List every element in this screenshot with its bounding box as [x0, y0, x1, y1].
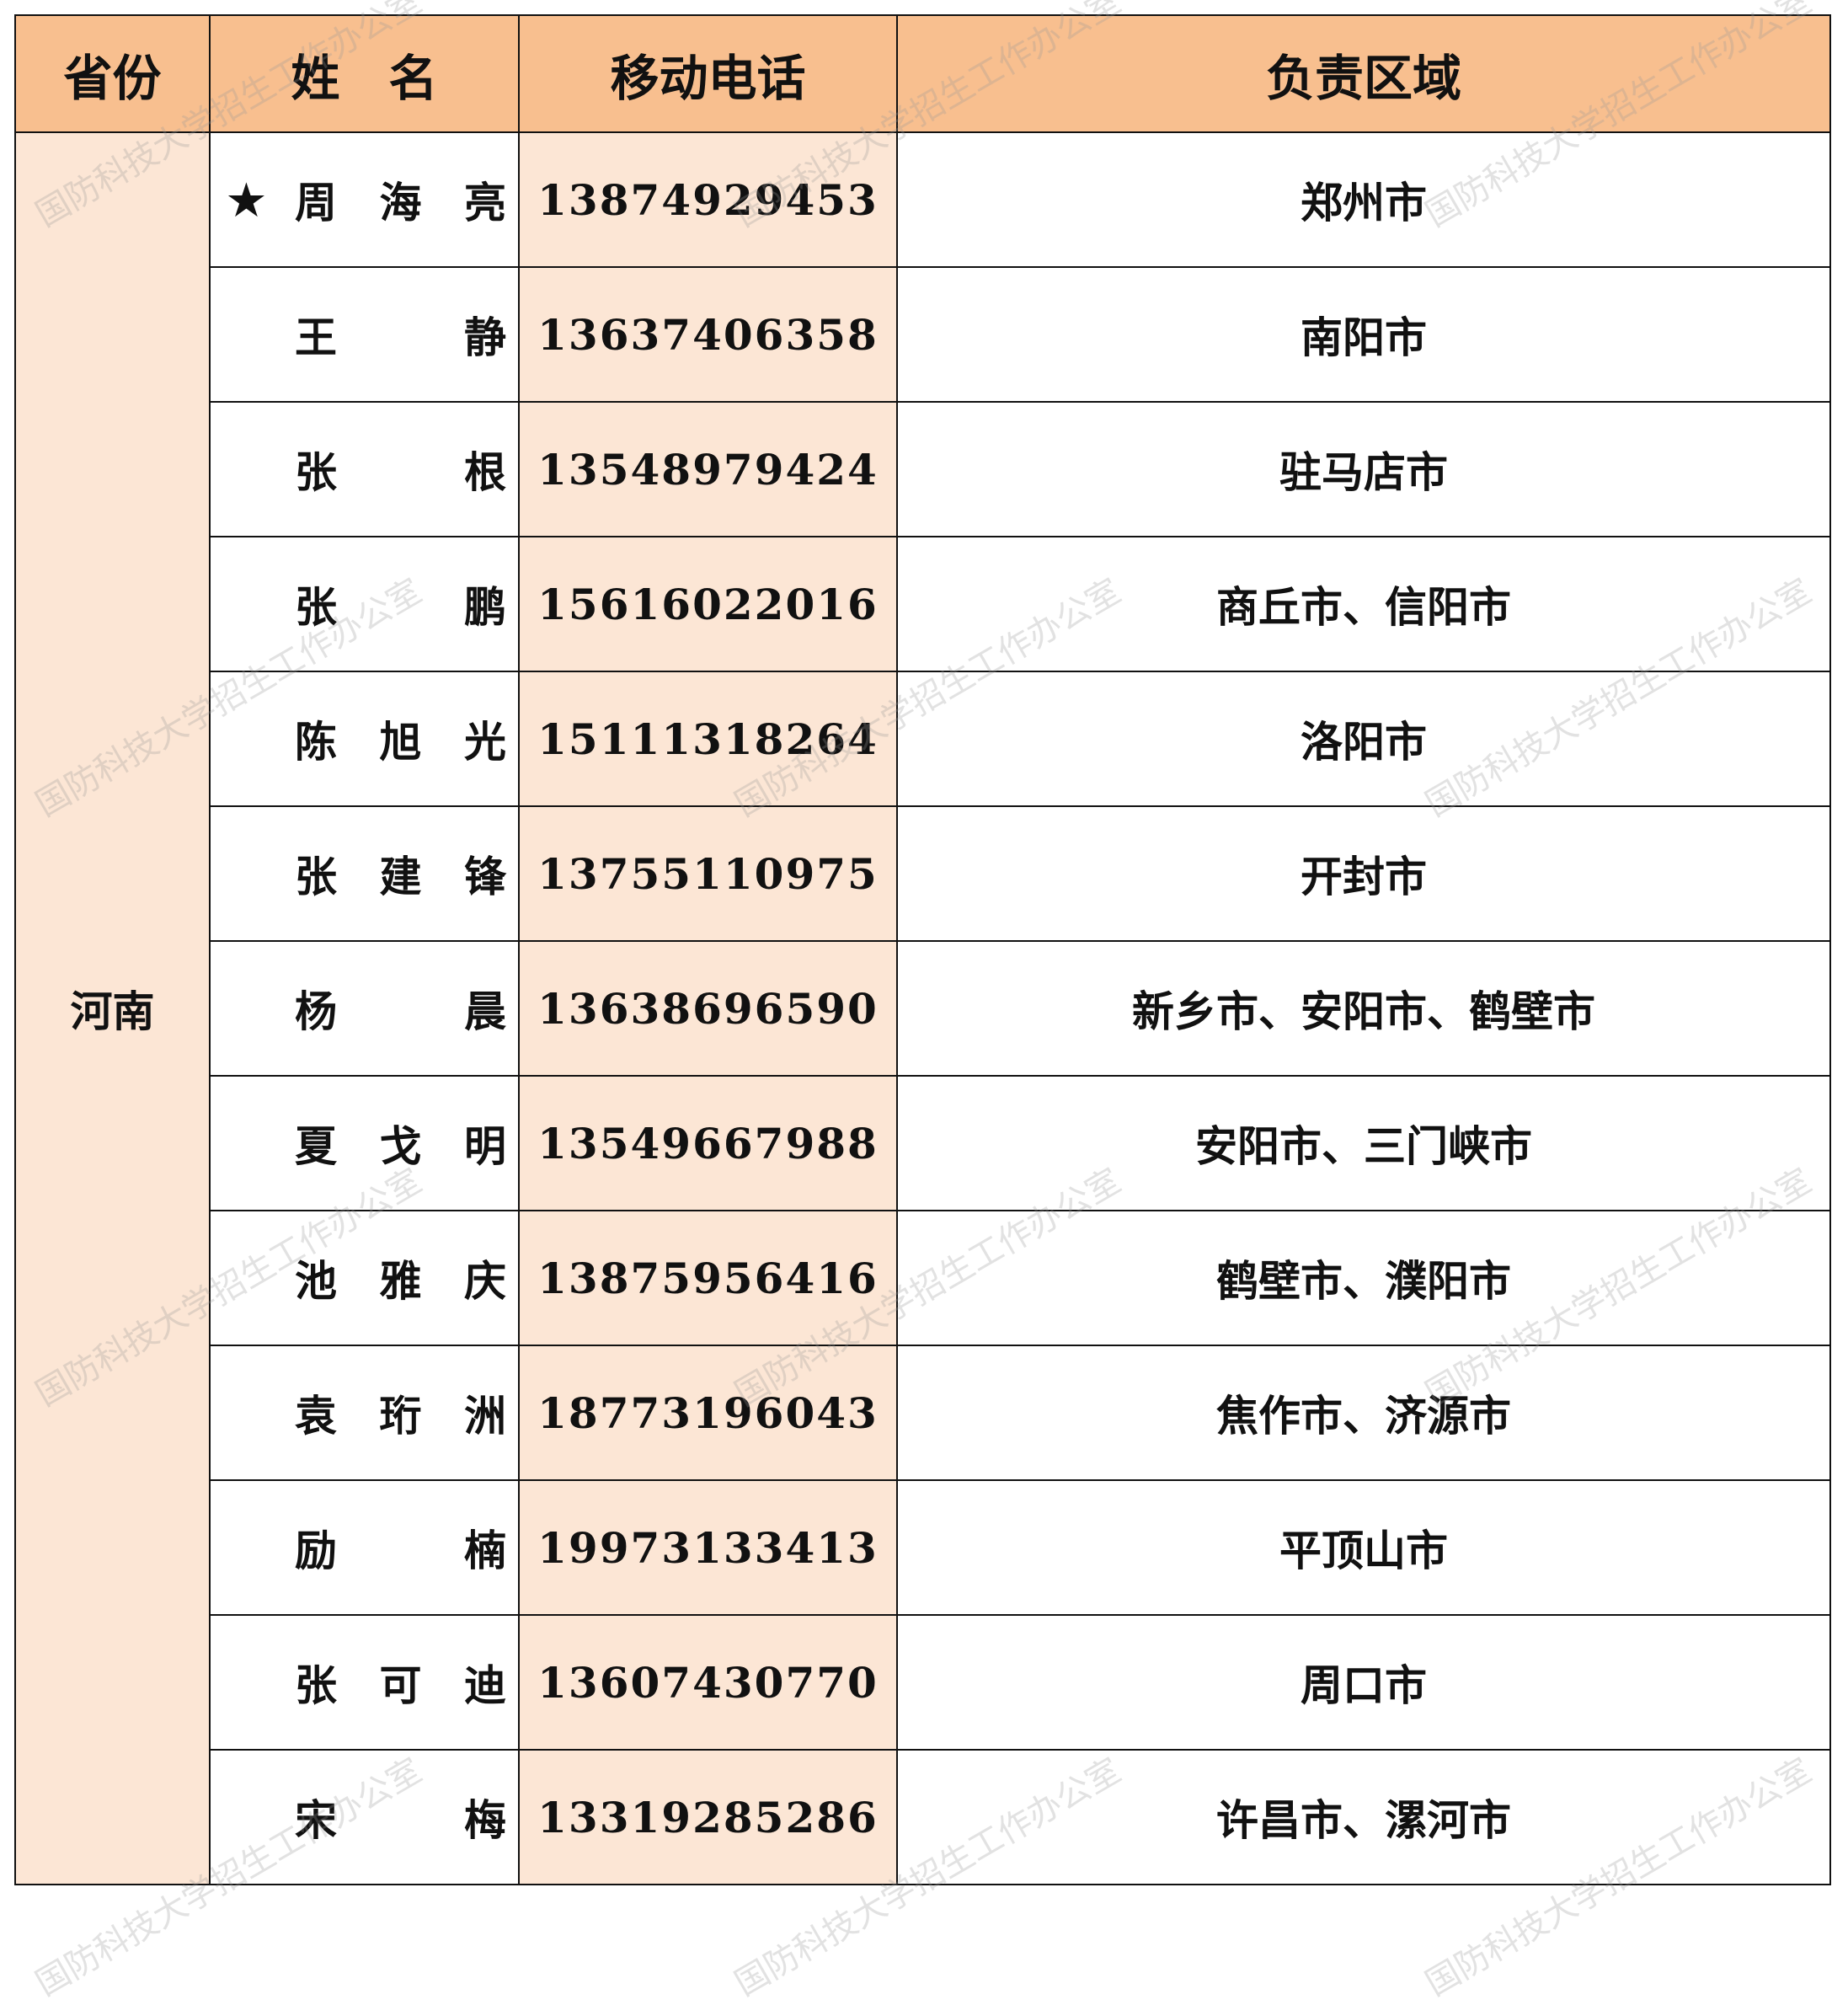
name-cell: 杨晨	[209, 940, 520, 1077]
header-region: 负责区域	[896, 14, 1831, 133]
star-icon: ★	[227, 174, 265, 225]
table-row: 励楠 19973133413 平顶山市	[15, 1479, 1831, 1616]
region-cell: 商丘市、信阳市	[896, 536, 1831, 672]
name-cell: 张鹏	[209, 536, 520, 672]
name-wrapper: 张根	[211, 439, 518, 500]
name-wrapper: 陈旭光	[211, 708, 518, 769]
person-name: 夏戈明	[295, 1121, 506, 1171]
name-wrapper: 袁珩洲	[211, 1382, 518, 1443]
table-row: 杨晨 13638696590 新乡市、安阳市、鹤壁市	[15, 940, 1831, 1077]
region-cell: 新乡市、安阳市、鹤壁市	[896, 940, 1831, 1077]
person-name: 宋梅	[295, 1795, 506, 1845]
table-row: 陈旭光 15111318264 洛阳市	[15, 671, 1831, 807]
table-row: 袁珩洲 18773196043 焦作市、济源市	[15, 1345, 1831, 1481]
person-name: 张建锋	[295, 852, 506, 901]
header-province: 省份	[14, 14, 211, 133]
name-wrapper: 杨晨	[211, 978, 518, 1039]
name-cell: 王静	[209, 266, 520, 403]
phone-cell: 13755110975	[518, 805, 898, 942]
phone-cell: 13607430770	[518, 1614, 898, 1751]
region-cell: 许昌市、漯河市	[896, 1749, 1831, 1885]
region-cell: 安阳市、三门峡市	[896, 1075, 1831, 1211]
region-cell: 鹤壁市、濮阳市	[896, 1210, 1831, 1346]
name-cell: 张建锋	[209, 805, 520, 942]
person-name: 张鹏	[295, 582, 506, 632]
region-cell: 驻马店市	[896, 401, 1831, 537]
person-name: 周海亮	[295, 178, 506, 227]
name-wrapper: 池雅庆	[211, 1248, 518, 1308]
name-wrapper: 张可迪	[211, 1652, 518, 1713]
name-wrapper: 夏戈明	[211, 1113, 518, 1174]
header-row: 省份 姓 名 移动电话 负责区域	[14, 14, 1831, 133]
contact-table: 省份 姓 名 移动电话 负责区域 河南 ★ 周海亮 13874929453 郑州市 王静 1…	[14, 14, 1831, 1885]
phone-cell: 13875956416	[518, 1210, 898, 1346]
region-cell: 焦作市、济源市	[896, 1345, 1831, 1481]
phone-cell: 13319285286	[518, 1749, 898, 1885]
table-row: 河南 ★ 周海亮 13874929453 郑州市	[14, 131, 1831, 1885]
table-row: 王静 13637406358 南阳市	[15, 266, 1831, 403]
province-cell: 河南	[14, 131, 211, 1885]
name-cell: 励楠	[209, 1479, 520, 1616]
name-wrapper: 张建锋	[211, 843, 518, 904]
name-wrapper: 励楠	[211, 1517, 518, 1578]
phone-cell: 13549667988	[518, 1075, 898, 1211]
phone-cell: 13874929453	[518, 131, 898, 268]
person-name: 张根	[295, 447, 506, 497]
table-row: 张可迪 13607430770 周口市	[15, 1614, 1831, 1751]
region-cell: 洛阳市	[896, 671, 1831, 807]
person-name: 王静	[295, 313, 506, 362]
table-row: 池雅庆 13875956416 鹤壁市、濮阳市	[15, 1210, 1831, 1346]
name-cell: 张可迪	[209, 1614, 520, 1751]
region-cell: 南阳市	[896, 266, 1831, 403]
region-cell: 周口市	[896, 1614, 1831, 1751]
name-wrapper: ★ 周海亮	[211, 169, 518, 230]
name-cell: ★ 周海亮	[209, 131, 520, 268]
person-name: 张可迪	[295, 1660, 506, 1710]
person-name: 袁珩洲	[295, 1391, 506, 1441]
phone-cell: 15616022016	[518, 536, 898, 672]
table-row: 宋梅 13319285286 许昌市、漯河市	[15, 1749, 1831, 1885]
name-cell: 张根	[209, 401, 520, 537]
name-cell: 池雅庆	[209, 1210, 520, 1346]
name-cell: 宋梅	[209, 1749, 520, 1885]
table-row: 张根 13548979424 驻马店市	[15, 401, 1831, 537]
phone-cell: 13638696590	[518, 940, 898, 1077]
person-name: 励楠	[295, 1526, 506, 1575]
table-row: 张建锋 13755110975 开封市	[15, 805, 1831, 942]
name-cell: 袁珩洲	[209, 1345, 520, 1481]
phone-cell: 18773196043	[518, 1345, 898, 1481]
header-name: 姓 名	[209, 14, 520, 133]
table-row: 张鹏 15616022016 商丘市、信阳市	[15, 536, 1831, 672]
name-cell: 陈旭光	[209, 671, 520, 807]
phone-cell: 13548979424	[518, 401, 898, 537]
person-name: 池雅庆	[295, 1256, 506, 1306]
person-name: 杨晨	[295, 986, 506, 1036]
phone-cell: 15111318264	[518, 671, 898, 807]
name-wrapper: 宋梅	[211, 1787, 518, 1847]
person-name: 陈旭光	[295, 717, 506, 767]
header-phone: 移动电话	[518, 14, 898, 133]
region-cell: 郑州市	[896, 131, 1831, 268]
table-row: 夏戈明 13549667988 安阳市、三门峡市	[15, 1075, 1831, 1211]
name-wrapper: 王静	[211, 304, 518, 365]
phone-cell: 13637406358	[518, 266, 898, 403]
name-wrapper: 张鹏	[211, 574, 518, 634]
name-cell: 夏戈明	[209, 1075, 520, 1211]
phone-cell: 19973133413	[518, 1479, 898, 1616]
region-cell: 平顶山市	[896, 1479, 1831, 1616]
region-cell: 开封市	[896, 805, 1831, 942]
